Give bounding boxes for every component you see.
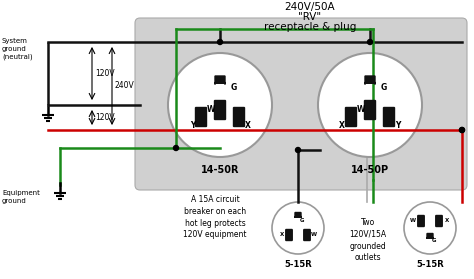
Circle shape [404, 202, 456, 254]
FancyBboxPatch shape [435, 215, 443, 227]
Text: G: G [432, 237, 436, 242]
Text: 120V: 120V [95, 113, 115, 122]
Text: W: W [357, 105, 365, 114]
Text: X: X [280, 232, 284, 237]
Polygon shape [215, 76, 225, 85]
Text: Equipment
ground: Equipment ground [2, 190, 40, 203]
Circle shape [459, 128, 465, 133]
FancyBboxPatch shape [285, 229, 293, 241]
Polygon shape [295, 213, 301, 218]
Polygon shape [365, 76, 375, 85]
Text: 14-50R: 14-50R [201, 165, 239, 175]
Circle shape [318, 53, 422, 157]
FancyBboxPatch shape [214, 100, 226, 120]
Text: W: W [207, 105, 215, 114]
FancyBboxPatch shape [365, 76, 375, 85]
Text: G: G [300, 218, 304, 222]
Circle shape [367, 40, 373, 44]
Text: 5-15R: 5-15R [416, 260, 444, 269]
FancyBboxPatch shape [295, 213, 301, 218]
FancyBboxPatch shape [427, 234, 433, 239]
Text: A 15A circuit
breaker on each
hot leg protects
120V equipment: A 15A circuit breaker on each hot leg pr… [183, 195, 247, 239]
Text: 14-50P: 14-50P [351, 165, 389, 175]
Text: Two
120V/15A
grounded
outlets: Two 120V/15A grounded outlets [349, 218, 387, 263]
Circle shape [218, 40, 222, 44]
Text: X: X [445, 218, 449, 223]
Text: System
ground
(neutral): System ground (neutral) [2, 38, 33, 59]
FancyBboxPatch shape [135, 18, 467, 190]
Circle shape [168, 53, 272, 157]
FancyBboxPatch shape [345, 107, 357, 127]
Text: 240V/50A: 240V/50A [285, 2, 335, 12]
FancyBboxPatch shape [303, 229, 311, 241]
Circle shape [459, 128, 465, 133]
Text: receptacle & plug: receptacle & plug [264, 22, 356, 32]
Text: W: W [311, 232, 317, 237]
Text: 240V: 240V [115, 81, 135, 90]
Polygon shape [427, 234, 433, 239]
Text: Y: Y [191, 121, 196, 129]
Text: G: G [231, 83, 237, 92]
FancyBboxPatch shape [364, 100, 376, 120]
Text: X: X [245, 121, 251, 129]
Circle shape [173, 146, 179, 150]
FancyBboxPatch shape [383, 107, 395, 127]
Text: G: G [381, 83, 387, 92]
FancyBboxPatch shape [215, 76, 225, 85]
Text: "RV": "RV" [299, 12, 321, 22]
FancyBboxPatch shape [417, 215, 425, 227]
Circle shape [295, 148, 301, 153]
Circle shape [272, 202, 324, 254]
Text: W: W [410, 218, 416, 223]
Text: Y: Y [395, 121, 401, 129]
FancyBboxPatch shape [195, 107, 207, 127]
Text: 5-15R: 5-15R [284, 260, 312, 269]
Text: X: X [339, 121, 345, 129]
Text: 120V: 120V [95, 69, 115, 78]
FancyBboxPatch shape [233, 107, 245, 127]
